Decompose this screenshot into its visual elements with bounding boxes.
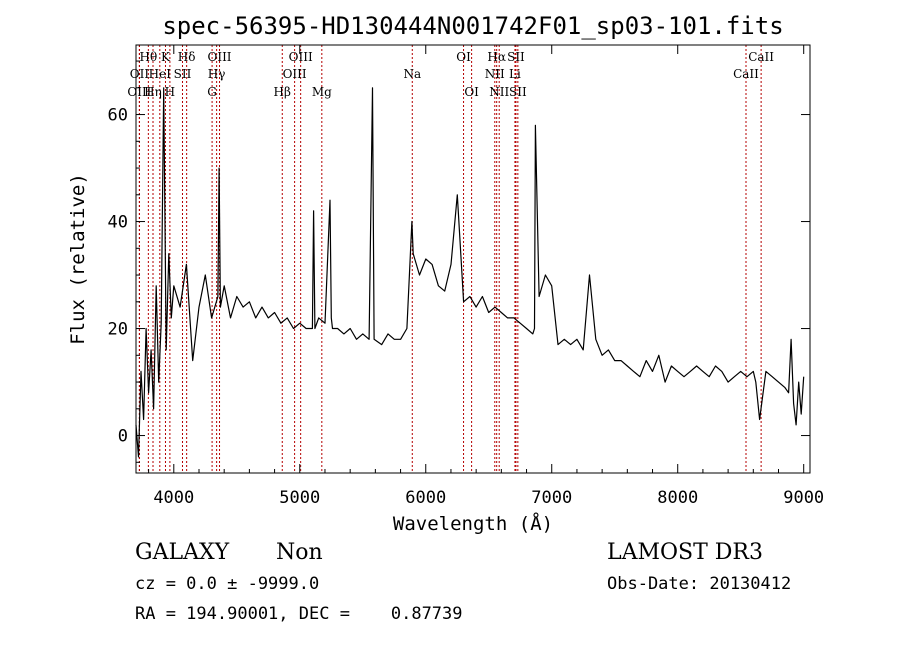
- line-marker-label-6: Hα: [487, 50, 506, 64]
- spectrum-series: [135, 87, 805, 458]
- x-tick-label-1: 5000: [279, 488, 320, 508]
- line-marker-label-2: Hδ: [178, 50, 196, 64]
- object-subclass: Non: [276, 540, 323, 565]
- line-marker-label-20: H: [165, 85, 175, 99]
- line-marker-label-18: OIII: [127, 85, 151, 99]
- line-marker-label-3: OIII: [207, 50, 231, 64]
- line-marker-label-10: HeI: [149, 67, 172, 81]
- x-axis-ticks: 4000 5000 6000 7000 8000 9000: [148, 45, 824, 508]
- x-axis-label: Wavelength (Å): [393, 512, 553, 535]
- y-tick-label-3: 60: [108, 106, 128, 126]
- line-marker-label-1: K: [161, 50, 171, 64]
- line-marker-label-7: SII: [507, 50, 525, 64]
- plot-frame: [135, 44, 811, 474]
- y-tick-label-0: 0: [118, 427, 128, 447]
- line-marker-label-14: Na: [403, 67, 421, 81]
- line-marker-label-12: Hγ: [208, 67, 226, 81]
- x-tick-label-5: 9000: [783, 488, 824, 508]
- line-marker-label-23: Mg: [312, 85, 332, 99]
- x-tick-label-0: 4000: [153, 488, 194, 508]
- line-marker-label-19: Hη: [144, 85, 162, 99]
- y-axis-ticks: 0 20 40 60: [108, 60, 810, 463]
- spectrum-line: [135, 87, 805, 458]
- line-marker-label-21: G: [207, 85, 217, 99]
- line-marker-label-17: CaII: [733, 67, 759, 81]
- line-marker-label-26: SII: [509, 85, 527, 99]
- coordinates: RA = 194.90001, DEC = 0.87739: [135, 604, 463, 624]
- line-marker-label-25: NII: [489, 85, 509, 99]
- line-marker-label-24: OI: [464, 85, 479, 99]
- x-tick-label-2: 6000: [405, 488, 446, 508]
- object-type: GALAXY: [135, 540, 230, 565]
- line-markers: [138, 45, 762, 473]
- line-marker-label-15: NII: [485, 67, 505, 81]
- line-marker-label-16: Li: [509, 67, 521, 81]
- x-tick-label-3: 7000: [531, 488, 572, 508]
- y-tick-label-2: 40: [108, 213, 128, 233]
- line-marker-label-0: Hθ: [139, 50, 157, 64]
- line-marker-label-8: CaII: [748, 50, 774, 64]
- y-tick-label-1: 20: [108, 320, 128, 340]
- y-axis-label: Flux (relative): [67, 173, 89, 345]
- x-tick-label-4: 8000: [657, 488, 698, 508]
- line-marker-label-4: OIII: [289, 50, 313, 64]
- survey-name: LAMOST DR3: [607, 540, 763, 565]
- line-marker-label-9: OII: [130, 67, 150, 81]
- line-marker-label-22: Hβ: [274, 85, 291, 99]
- observation-date: Obs-Date: 20130412: [607, 574, 791, 594]
- line-marker-label-11: SII: [174, 67, 192, 81]
- line-marker-label-5: OI: [456, 50, 471, 64]
- redshift-cz: cz = 0.0 ± -9999.0: [135, 574, 319, 594]
- line-marker-label-13: OIII: [283, 67, 307, 81]
- chart-title: spec-56395-HD130444N001742F01_sp03-101.f…: [162, 12, 783, 40]
